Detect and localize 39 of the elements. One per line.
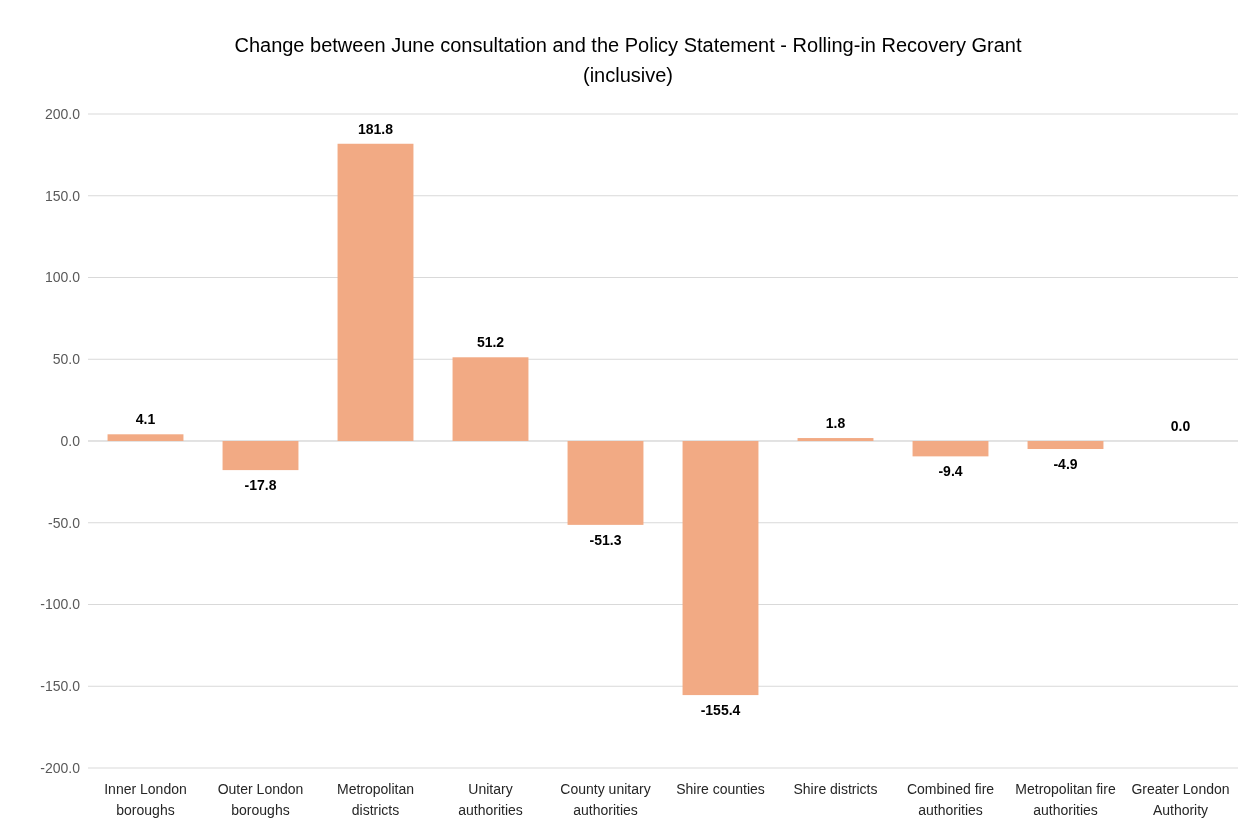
bar bbox=[452, 357, 529, 441]
y-tick-label: -50.0 bbox=[48, 514, 81, 531]
y-tick-label: -100.0 bbox=[40, 596, 81, 613]
x-tick-label: Outer London boroughs bbox=[217, 781, 304, 818]
y-tick-label: -150.0 bbox=[40, 678, 81, 695]
data-label: -17.8 bbox=[244, 477, 277, 494]
x-tick-label: Unitary authorities bbox=[458, 781, 523, 818]
y-tick-label: -200.0 bbox=[40, 759, 81, 776]
x-tick-label: Combined fire authorities bbox=[906, 781, 995, 818]
bar bbox=[567, 441, 644, 525]
data-label: 0.0 bbox=[1170, 418, 1191, 434]
chart-title: Change between June consultation and the Policy Statement - Rolling-in Recovery Grant (inclusive) bbox=[234, 34, 1022, 86]
bar bbox=[797, 438, 874, 441]
data-label: 1.8 bbox=[825, 415, 846, 432]
data-label: -9.4 bbox=[938, 463, 963, 480]
data-label: -51.3 bbox=[589, 531, 622, 548]
x-tick-label: Inner London boroughs bbox=[104, 781, 187, 818]
bar bbox=[682, 441, 759, 696]
y-tick-label: 200.0 bbox=[44, 105, 81, 122]
data-label: 181.8 bbox=[357, 120, 394, 137]
bar bbox=[337, 143, 414, 441]
bar bbox=[912, 441, 989, 457]
data-label: -155.4 bbox=[700, 702, 741, 719]
x-tick-label: Metropolitan districts bbox=[336, 781, 415, 818]
y-tick-label: 0.0 bbox=[60, 432, 81, 449]
y-tick-label: 50.0 bbox=[52, 351, 81, 368]
data-label: 4.1 bbox=[135, 411, 156, 428]
bar bbox=[1027, 441, 1104, 450]
x-tick-label: Greater London Authority bbox=[1131, 781, 1230, 818]
bar bbox=[222, 441, 299, 471]
y-tick-label: 150.0 bbox=[44, 187, 81, 204]
x-tick-label: Shire districts bbox=[793, 781, 878, 797]
y-tick-label: 100.0 bbox=[44, 269, 81, 286]
x-tick-label: County unitary authorities bbox=[560, 781, 651, 818]
bar bbox=[107, 434, 184, 441]
data-label: 51.2 bbox=[476, 334, 505, 351]
data-label: -4.9 bbox=[1053, 456, 1078, 473]
x-tick-label: Metropolitan fire authorities bbox=[1015, 781, 1116, 818]
x-tick-label: Shire counties bbox=[676, 781, 765, 797]
